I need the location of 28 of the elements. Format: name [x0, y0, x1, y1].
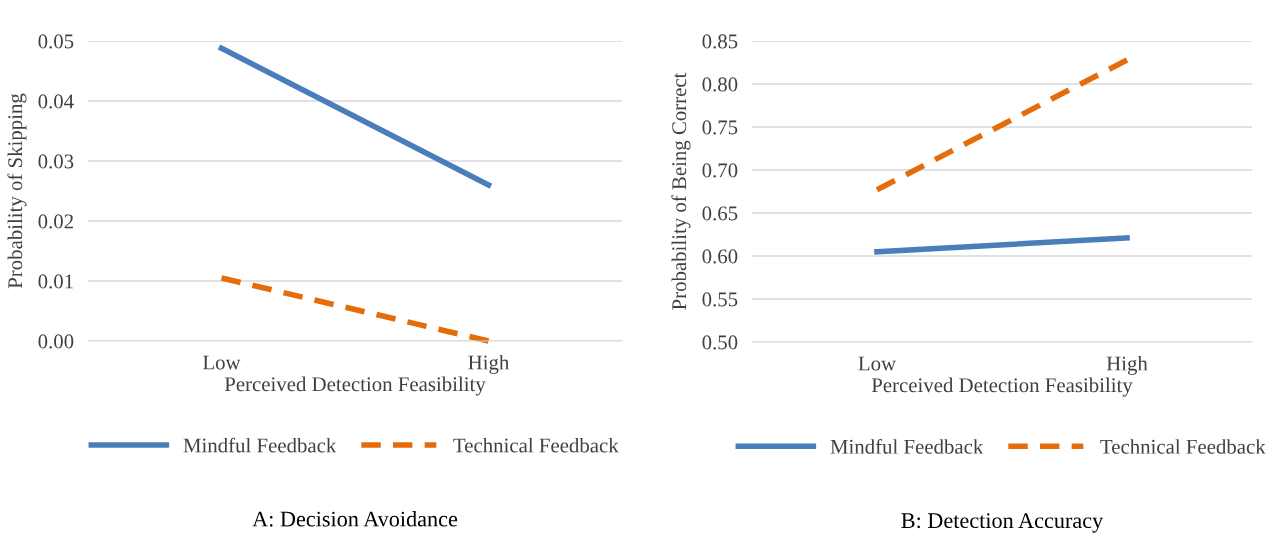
x-tick-label: Low — [203, 355, 241, 370]
y-tick-label: 0.50 — [702, 335, 738, 350]
x-tick-label: Low — [858, 356, 896, 371]
y-tick-label: 0.05 — [38, 34, 74, 49]
text: B: Detection Accuracy — [901, 513, 1104, 533]
y-tick-label: 0.01 — [38, 274, 73, 289]
y-axis-title: Probability of Skipping — [7, 93, 27, 289]
y-tick-label: 0.70 — [702, 163, 738, 178]
legend-label: Mindful Feedback — [183, 437, 337, 453]
y-tick-label: 0.80 — [702, 77, 738, 92]
y-tick-label: 0.55 — [702, 292, 738, 307]
x-axis-title: Perceived Detection Feasibility — [871, 377, 1133, 397]
text: A: Decision Avoidance — [252, 510, 458, 527]
y-tick-label: 0.65 — [702, 206, 738, 221]
y-tick-label: 0.03 — [38, 154, 74, 169]
y-tick-label: 0.02 — [38, 214, 73, 229]
legend-label: Technical Feedback — [1100, 439, 1266, 454]
legend-label: Mindful Feedback — [830, 438, 984, 454]
legend-label: Technical Feedback — [453, 437, 619, 453]
y-tick-label: 0.60 — [702, 249, 738, 264]
y-tick-label: 0.75 — [702, 120, 738, 135]
x-tick-label: High — [468, 354, 510, 374]
x-axis-title: Perceived Detection Feasibility — [224, 376, 486, 396]
x-tick-label: High — [1106, 355, 1148, 375]
y-tick-label: 0.04 — [38, 94, 74, 109]
y-tick-label: 0.00 — [38, 334, 74, 349]
y-axis-title: Probability of Being Correct — [671, 72, 691, 310]
y-tick-label: 0.85 — [702, 34, 738, 49]
